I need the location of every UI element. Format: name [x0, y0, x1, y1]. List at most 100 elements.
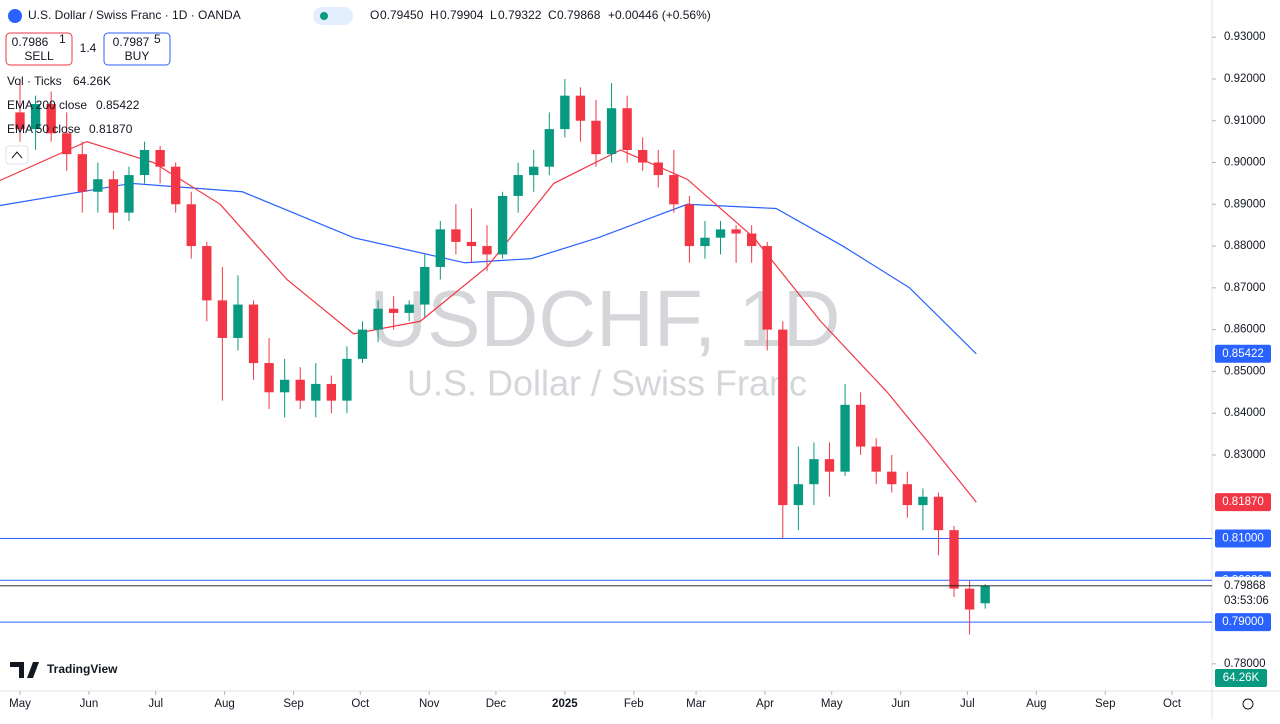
candle-body: [155, 149, 165, 167]
ema-tag: [1215, 493, 1271, 512]
candle-body: [622, 108, 632, 150]
candle-body: [715, 229, 726, 238]
candle-body: [575, 95, 586, 121]
candle-body: [544, 129, 554, 167]
candle-body: [15, 112, 25, 130]
candle-body: [420, 266, 430, 305]
x-tick-label: Dec: [486, 698, 507, 710]
l-value: 0.79322: [498, 8, 542, 22]
x-tick-label: 2025: [552, 698, 578, 710]
candle-body: [171, 166, 181, 205]
plot: [0, 78, 1212, 635]
candle-body: [855, 404, 866, 447]
x-tick-label: Feb: [624, 698, 644, 710]
sell-sup: 1: [59, 32, 66, 46]
candle-body: [466, 241, 477, 247]
legend-value: 0.81870: [89, 122, 133, 136]
collapse-button[interactable]: [5, 145, 29, 165]
symbol: U.S. Dollar / Swiss Franc · 1D · OANDA: [28, 8, 241, 22]
ema-tag-label: 0.81870: [1222, 496, 1264, 508]
candle-body: [529, 166, 539, 176]
header: U.S. Dollar / Swiss Franc · 1D · OANDA O…: [8, 7, 711, 25]
candle-body: [30, 104, 41, 130]
candle-body: [217, 300, 228, 338]
level-tag: [1215, 529, 1271, 548]
candle-body: [202, 246, 212, 301]
candle-body: [279, 379, 290, 393]
candle-body: [918, 496, 928, 506]
status-badge[interactable]: [313, 7, 353, 25]
candle-body: [638, 149, 648, 163]
x-tick-label: Sep: [283, 698, 303, 710]
y-tick-label: 0.92000: [1224, 73, 1266, 85]
candle-body: [606, 108, 617, 155]
c-label: C: [548, 8, 557, 22]
candle-body: [840, 404, 850, 472]
x-tick-label: Sep: [1095, 698, 1115, 710]
change: +0.00446 (+0.56%): [608, 8, 711, 22]
candle-body: [809, 459, 819, 485]
candle-body: [139, 149, 150, 176]
x-tick-label: Oct: [351, 698, 370, 710]
o-label: O: [370, 8, 379, 22]
legend-name: EMA 50 close: [7, 122, 81, 136]
x-tick-label: Jun: [80, 698, 99, 710]
candle-body: [902, 484, 913, 506]
y-tick-label: 0.86000: [1224, 324, 1266, 336]
candle-body: [388, 308, 399, 313]
ema-tag: [1215, 344, 1271, 363]
candle-body: [248, 304, 259, 364]
x-tick-label: May: [821, 698, 843, 710]
vol-tag: [1215, 669, 1267, 687]
y-tick-label: 0.88000: [1224, 240, 1266, 252]
sell-label: SELL: [24, 49, 54, 63]
x-tick-label: Aug: [214, 698, 234, 710]
candle-body: [295, 379, 305, 401]
candle-body: [513, 175, 523, 196]
buy-label: BUY: [125, 49, 150, 63]
candle-body: [964, 588, 975, 610]
candle-body: [591, 120, 601, 155]
x-tick-label: Aug: [1026, 698, 1046, 710]
x-tick-label: Apr: [756, 698, 774, 710]
logo: TradingView: [10, 662, 118, 678]
settings-icon[interactable]: [1242, 698, 1254, 710]
c-value: 0.79868: [557, 8, 601, 22]
level-tag-label: 0.81000: [1222, 533, 1264, 545]
y-tick-label: 0.78000: [1224, 658, 1266, 670]
candle-body: [326, 383, 337, 401]
trade-panel: 0.7986 1 SELL 1.4 0.7987 5 BUY: [5, 32, 171, 66]
last-price-label: 0.79868: [1224, 580, 1266, 592]
vol-value: 64.26K: [73, 74, 111, 88]
sell-button[interactable]: [5, 32, 73, 66]
symbol-icon: [8, 9, 22, 23]
x-tick-label: Jul: [148, 698, 163, 710]
candle-body: [669, 175, 679, 205]
buy-button[interactable]: [103, 32, 171, 66]
candle-body: [373, 308, 383, 330]
x-tick-label: Mar: [686, 698, 706, 710]
buy-price: 0.7987: [113, 35, 150, 49]
h-label: H: [430, 8, 439, 22]
x-tick-label: May: [9, 698, 31, 710]
logo-icon: [10, 662, 39, 678]
candle-body: [560, 95, 570, 130]
candle-body: [824, 459, 835, 472]
y-tick-label: 0.90000: [1224, 157, 1266, 169]
legend-name: EMA 200 close: [7, 98, 87, 112]
vol-name: Vol · Ticks: [7, 74, 62, 88]
market-open: [320, 12, 328, 20]
y-tick-label: 0.87000: [1224, 282, 1266, 294]
y-tick-label: 0.85000: [1224, 365, 1266, 377]
buy-sup: 5: [154, 32, 161, 46]
last-price-tag: [1215, 576, 1271, 609]
ema-tag-label: 0.85422: [1222, 348, 1264, 360]
candle-body: [871, 446, 881, 472]
candle-body: [62, 133, 72, 155]
candle-body: [186, 204, 196, 247]
level-tag-label: 0.79000: [1222, 616, 1264, 628]
watermark-symbol: USDCHF, 1D: [369, 274, 840, 363]
indicator-legend: Vol · Ticks 64.26K EMA 200 close 0.85422E…: [5, 74, 140, 165]
x-tick-label: Jun: [891, 698, 910, 710]
